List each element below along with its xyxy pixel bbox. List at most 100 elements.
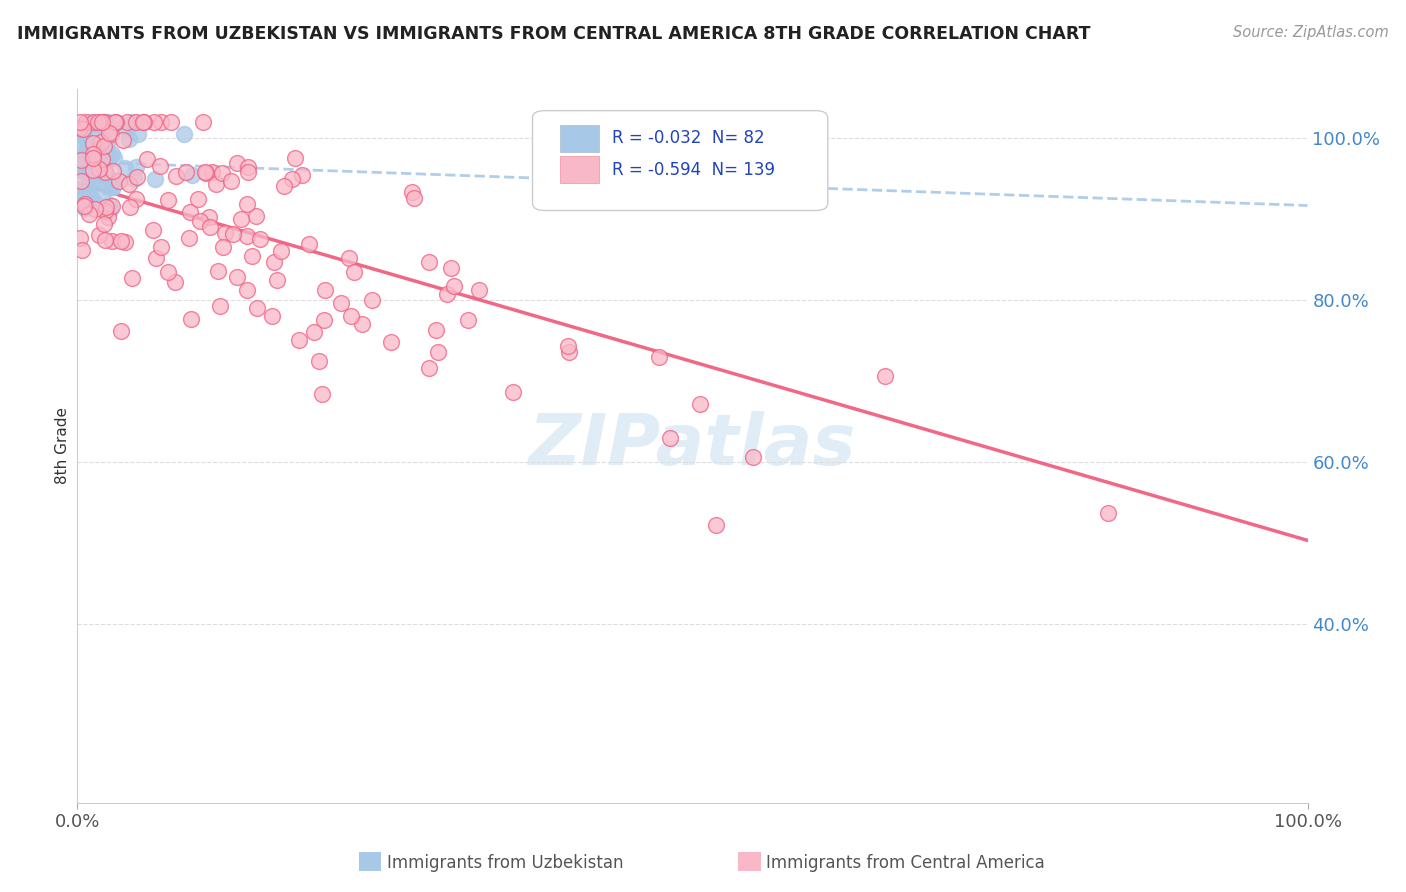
Point — [87, 114, 110, 128]
Point — [91, 114, 114, 128]
Point — [229, 211, 252, 226]
Text: IMMIGRANTS FROM UZBEKISTAN VS IMMIGRANTS FROM CENTRAL AMERICA 8TH GRADE CORRELAT: IMMIGRANTS FROM UZBEKISTAN VS IMMIGRANTS… — [17, 25, 1091, 43]
Point — [72, 127, 94, 141]
Point — [82, 151, 104, 165]
Point — [97, 114, 120, 128]
Point — [101, 179, 124, 194]
Point — [67, 161, 90, 175]
Point — [93, 204, 115, 219]
Point — [330, 296, 353, 310]
Point — [83, 114, 105, 128]
Point — [249, 232, 271, 246]
Point — [114, 235, 136, 249]
Point — [208, 299, 231, 313]
Point — [77, 163, 100, 178]
Point — [107, 174, 129, 188]
Point — [73, 164, 96, 178]
Point — [94, 233, 117, 247]
Bar — [560, 125, 599, 152]
Point — [201, 165, 224, 179]
Point — [689, 397, 711, 411]
Point — [160, 114, 183, 128]
Point — [77, 162, 100, 177]
Point — [457, 313, 479, 327]
Point — [82, 136, 104, 150]
Point — [132, 114, 155, 128]
Point — [302, 325, 325, 339]
Text: Source: ZipAtlas.com: Source: ZipAtlas.com — [1233, 25, 1389, 40]
Point — [84, 118, 107, 132]
Point — [312, 312, 335, 326]
Point — [82, 151, 104, 165]
Point — [75, 201, 97, 215]
Point — [314, 283, 336, 297]
Point — [93, 114, 115, 128]
Point — [245, 209, 267, 223]
Point — [70, 174, 93, 188]
Point — [558, 345, 581, 359]
Point — [76, 186, 98, 201]
Point — [284, 151, 307, 165]
FancyBboxPatch shape — [533, 111, 828, 211]
Point — [194, 164, 217, 178]
Point — [443, 279, 465, 293]
Point — [87, 144, 110, 158]
Point — [72, 184, 94, 198]
Point — [97, 170, 120, 185]
Point — [179, 205, 201, 219]
Point — [76, 192, 98, 206]
Point — [98, 152, 121, 166]
Point — [94, 200, 117, 214]
Point — [94, 114, 117, 128]
Point — [91, 186, 114, 201]
Point — [97, 180, 120, 194]
Point — [165, 275, 187, 289]
Point — [70, 149, 93, 163]
Point — [246, 301, 269, 315]
Point — [207, 263, 229, 277]
Point — [704, 518, 727, 533]
Point — [75, 114, 97, 128]
Text: Immigrants from Uzbekistan: Immigrants from Uzbekistan — [387, 854, 623, 871]
Point — [110, 234, 132, 248]
Point — [648, 350, 671, 364]
Point — [82, 171, 104, 186]
Point — [69, 231, 91, 245]
Point — [87, 128, 110, 143]
Point — [82, 154, 104, 169]
Point — [69, 143, 91, 157]
Point — [127, 127, 149, 141]
Point — [87, 227, 110, 242]
Point — [191, 114, 214, 128]
Point — [174, 164, 197, 178]
Point — [103, 152, 125, 166]
Point — [311, 386, 333, 401]
Point — [142, 222, 165, 236]
Point — [440, 260, 463, 275]
Point — [82, 165, 104, 179]
Point — [194, 165, 217, 179]
Point — [93, 145, 115, 159]
Point — [76, 139, 98, 153]
Point — [86, 153, 108, 167]
Point — [121, 114, 143, 128]
Point — [89, 149, 111, 163]
Point — [226, 155, 249, 169]
Point — [79, 140, 101, 154]
Point — [125, 160, 148, 174]
Point — [82, 192, 104, 206]
Point — [82, 145, 104, 160]
Point — [205, 178, 228, 192]
Point — [93, 138, 115, 153]
Point — [93, 162, 115, 177]
Point — [112, 133, 135, 147]
Point — [67, 183, 90, 197]
Point — [145, 172, 167, 186]
Point — [80, 178, 103, 192]
Point — [291, 168, 314, 182]
Point — [72, 121, 94, 136]
Point — [742, 450, 765, 465]
Point — [97, 126, 120, 140]
Point — [380, 334, 402, 349]
Point — [134, 114, 156, 128]
